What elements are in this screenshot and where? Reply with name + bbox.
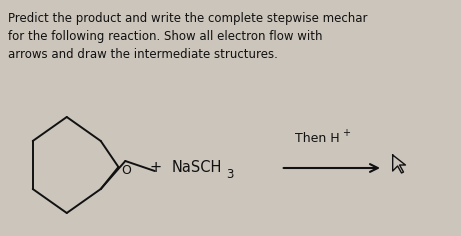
Text: +: + (149, 160, 161, 176)
Text: Predict the product and write the complete stepwise mechar: Predict the product and write the comple… (8, 12, 367, 25)
Text: +: + (342, 128, 349, 138)
Text: arrows and draw the intermediate structures.: arrows and draw the intermediate structu… (8, 48, 278, 61)
Text: for the following reaction. Show all electron flow with: for the following reaction. Show all ele… (8, 30, 322, 43)
Text: O: O (121, 164, 131, 177)
Text: Then H: Then H (295, 132, 339, 145)
Text: 3: 3 (226, 168, 233, 181)
Text: NaSCH: NaSCH (172, 160, 222, 176)
